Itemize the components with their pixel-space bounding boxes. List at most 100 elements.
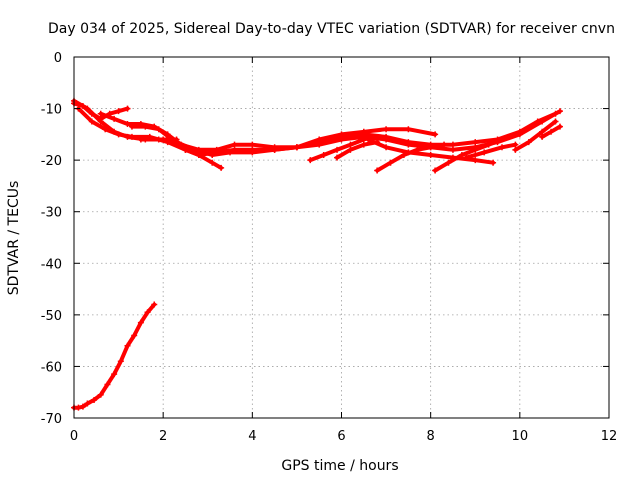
data-point — [115, 108, 122, 115]
y-tick-label: -10 — [41, 103, 62, 118]
data-point — [84, 105, 91, 112]
data-point — [548, 128, 555, 135]
data-point — [115, 131, 122, 138]
data-point — [97, 118, 104, 125]
data-point — [128, 133, 135, 140]
data-point — [79, 403, 86, 410]
data-point — [209, 151, 216, 158]
data-point — [432, 167, 439, 174]
data-point — [111, 115, 118, 122]
chart-title: Day 034 of 2025, Sidereal Day-to-day VTE… — [48, 21, 615, 37]
data-point — [91, 396, 98, 403]
data-point — [539, 118, 546, 125]
data-point — [155, 136, 162, 143]
data-point — [405, 126, 412, 133]
data-point — [334, 146, 341, 153]
data-point — [231, 141, 238, 148]
data-point — [445, 159, 452, 166]
data-point — [124, 342, 131, 349]
x-tick-label: 4 — [248, 429, 256, 444]
data-point — [320, 151, 327, 158]
data-point — [307, 157, 314, 164]
data-point — [405, 141, 412, 148]
data-point — [432, 131, 439, 138]
series-track-13 — [464, 142, 518, 160]
data-point — [191, 146, 198, 153]
data-point — [556, 123, 563, 130]
data-point — [387, 159, 394, 166]
data-point — [347, 146, 354, 153]
x-tick-label: 8 — [427, 429, 435, 444]
data-point — [347, 141, 354, 148]
series-track-1 — [72, 302, 157, 410]
y-tick-label: -50 — [41, 309, 62, 324]
data-point — [137, 319, 144, 326]
data-point — [405, 149, 412, 156]
data-point — [338, 136, 345, 143]
data-point — [516, 131, 523, 138]
data-point — [218, 164, 225, 171]
y-tick-label: -40 — [41, 257, 62, 272]
data-point — [173, 139, 180, 146]
data-point — [131, 332, 138, 339]
data-point — [472, 146, 479, 153]
grid — [74, 57, 609, 418]
y-tick-label: -70 — [41, 412, 62, 427]
series-track-5 — [98, 111, 438, 152]
data-point — [111, 371, 118, 378]
series-track-12 — [433, 137, 504, 173]
data-point — [151, 301, 158, 308]
data-point — [316, 141, 323, 148]
data-point — [124, 121, 131, 128]
data-point — [124, 105, 131, 112]
data-point — [102, 126, 109, 133]
y-axis-label: SDTVAR / TECUs — [6, 181, 22, 296]
data-point — [383, 136, 390, 143]
y-tick-label: -20 — [41, 154, 62, 169]
data-point — [458, 151, 465, 158]
data-point — [84, 400, 91, 407]
series-track-14 — [513, 119, 558, 152]
data-point — [117, 358, 124, 365]
data-point — [293, 144, 300, 151]
data-point — [556, 108, 563, 115]
y-tick-label: -60 — [41, 360, 62, 375]
data-point — [512, 141, 519, 148]
x-tick-label: 10 — [512, 429, 529, 444]
data-point — [128, 123, 135, 130]
data-point — [552, 118, 559, 125]
data-point — [365, 136, 372, 143]
data-point — [525, 139, 532, 146]
data-point — [271, 146, 278, 153]
x-tick-label: 0 — [70, 429, 78, 444]
data-point — [249, 141, 256, 148]
data-point — [512, 146, 519, 153]
data-point — [97, 391, 104, 398]
data-point — [472, 157, 479, 164]
data-point — [499, 144, 505, 151]
data-point — [539, 133, 546, 140]
axis-ticks: 0 2 4 6 8 10 12 0 -10 -20 -30 -40 -50 -60 -70 — [41, 51, 618, 444]
data-point — [144, 309, 151, 316]
series-track-9 — [335, 140, 380, 160]
data-point — [374, 167, 381, 174]
y-tick-label: -30 — [41, 206, 62, 221]
x-tick-label: 12 — [601, 429, 618, 444]
data-point — [249, 149, 256, 156]
data-point — [427, 144, 434, 151]
data-point — [427, 151, 434, 158]
data-point — [441, 141, 448, 148]
data-point — [97, 110, 104, 117]
data-point — [104, 381, 111, 388]
x-tick-label: 2 — [159, 429, 167, 444]
data-point — [499, 136, 505, 143]
data-point — [472, 139, 479, 146]
data-point — [209, 159, 216, 166]
data-point — [481, 149, 488, 156]
data-point — [142, 123, 149, 130]
data-point — [449, 146, 456, 153]
data-point — [449, 141, 456, 148]
x-tick-label: 6 — [337, 429, 345, 444]
data-point — [490, 159, 497, 166]
